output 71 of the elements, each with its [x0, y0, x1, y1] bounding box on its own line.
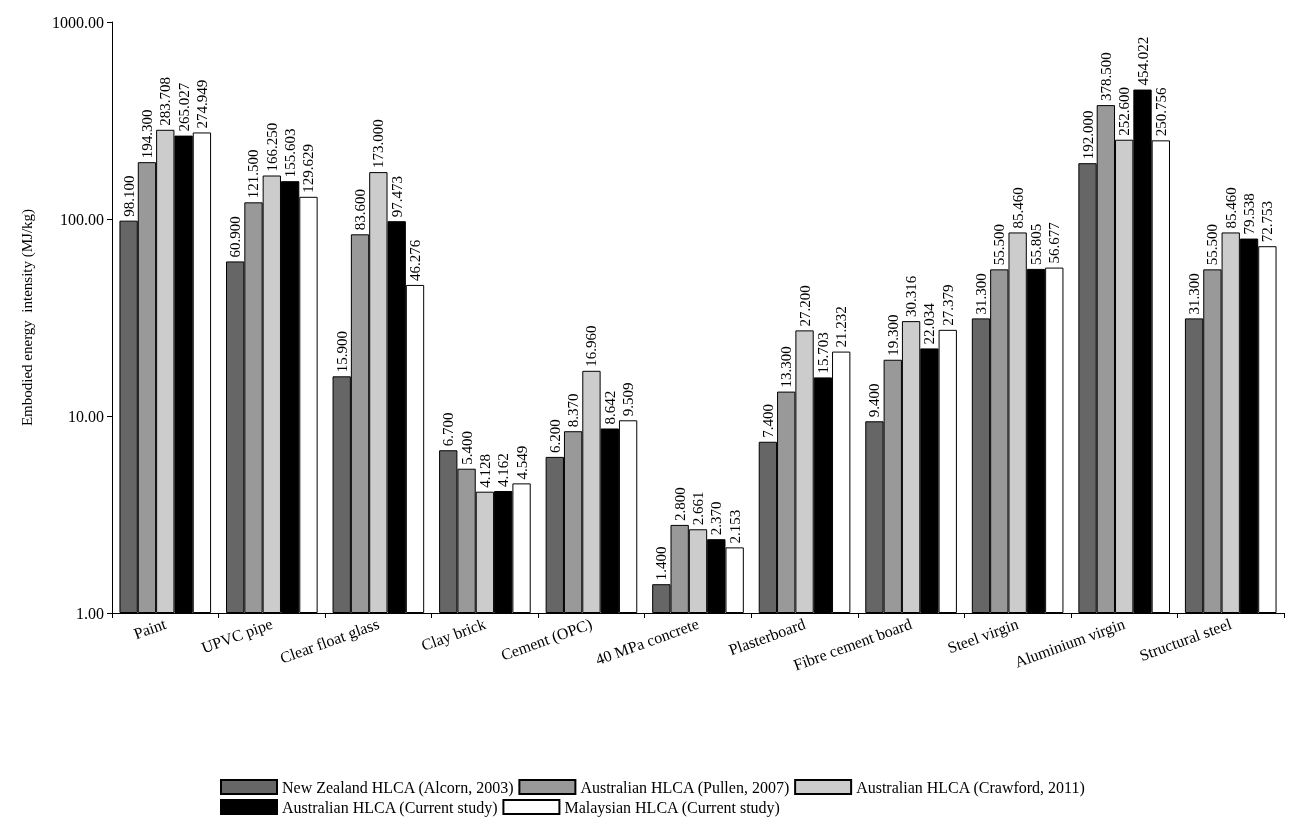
data-label: 121.500	[245, 149, 262, 199]
data-label: 16.960	[583, 325, 600, 367]
data-label: 265.027	[175, 82, 192, 132]
data-label: 192.000	[1079, 110, 1096, 160]
data-label: 2.661	[690, 491, 706, 526]
data-label: 2.153	[726, 509, 743, 544]
data-label: 30.316	[903, 275, 920, 318]
data-label: 2.370	[708, 501, 725, 536]
x-tick-label: UPVC pipe	[199, 615, 276, 658]
data-label: 55.500	[991, 224, 1008, 266]
data-label: 60.900	[227, 216, 244, 258]
data-label: 1.400	[653, 546, 670, 581]
x-tick-label: Cement (OPC)	[498, 615, 595, 665]
data-label: 4.549	[513, 445, 530, 480]
data-label: 378.500	[1097, 52, 1114, 102]
x-tick-label: Clear float glass	[277, 615, 382, 668]
x-tick-label: 40 MPa concrete	[593, 615, 701, 669]
data-label: 194.300	[138, 109, 155, 159]
data-label: 55.500	[1204, 224, 1221, 266]
data-label: 129.629	[300, 144, 317, 193]
data-label: 85.460	[1222, 187, 1239, 229]
data-label: 173.000	[370, 119, 387, 169]
data-label: 55.805	[1027, 223, 1044, 265]
legend-label: New Zealand HLCA (Alcorn, 2003)	[282, 778, 514, 797]
data-label: 97.473	[388, 175, 405, 218]
data-label: 283.708	[157, 77, 174, 126]
data-label: 9.509	[620, 382, 637, 417]
data-label: 27.379	[939, 284, 956, 326]
data-label: 4.128	[476, 453, 493, 488]
data-label: 13.300	[778, 346, 795, 388]
legend-label: Australian HLCA (Pullen, 2007)	[580, 778, 790, 797]
data-label: 6.200	[546, 419, 563, 453]
y-tick-label: 1000.00	[52, 13, 104, 31]
data-label: 6.700	[440, 412, 457, 447]
x-tick-label: Clay brick	[418, 615, 489, 655]
data-label: 21.232	[833, 306, 850, 348]
data-label: 274.949	[193, 79, 210, 129]
data-label: 31.300	[1186, 273, 1203, 315]
data-label: 46.276	[407, 239, 424, 281]
data-label: 8.370	[565, 393, 582, 428]
data-label: 22.034	[921, 302, 938, 345]
data-label: 15.900	[333, 331, 350, 373]
data-label: 252.600	[1116, 86, 1133, 136]
data-label: 2.800	[671, 487, 688, 521]
data-label: 83.600	[352, 189, 369, 231]
legend-label: Malaysian HLCA (Current study)	[564, 798, 780, 817]
data-label: 19.300	[884, 314, 901, 356]
data-label: 31.300	[972, 273, 989, 315]
data-label: 5.400	[458, 430, 475, 465]
data-label: 72.753	[1259, 200, 1276, 243]
y-tick-label: 100.00	[60, 210, 104, 228]
data-label: 166.250	[263, 122, 280, 172]
data-label: 56.677	[1046, 221, 1063, 264]
y-tick-label: 1.00	[76, 604, 104, 622]
x-tick-label: Paint	[131, 614, 169, 643]
data-label: 155.603	[282, 128, 299, 178]
data-label: 15.703	[814, 332, 831, 374]
data-label: 9.400	[866, 383, 883, 418]
y-axis-title: Embodied energy intensity (MJ/kg)	[18, 208, 36, 427]
data-label: 250.756	[1152, 87, 1169, 137]
data-label: 4.162	[495, 453, 512, 487]
data-label: 8.642	[601, 390, 618, 425]
legend-label: Australian HLCA (Crawford, 2011)	[856, 778, 1085, 797]
legend-label: Australian HLCA (Current study)	[282, 798, 498, 817]
data-label: 85.460	[1009, 187, 1026, 229]
y-tick-label: 10.00	[68, 407, 104, 425]
data-label: 454.022	[1134, 36, 1151, 86]
data-label: 7.400	[759, 404, 776, 438]
data-label: 27.200	[796, 285, 813, 327]
data-label: 98.100	[120, 175, 137, 217]
data-label: 79.538	[1241, 193, 1258, 235]
